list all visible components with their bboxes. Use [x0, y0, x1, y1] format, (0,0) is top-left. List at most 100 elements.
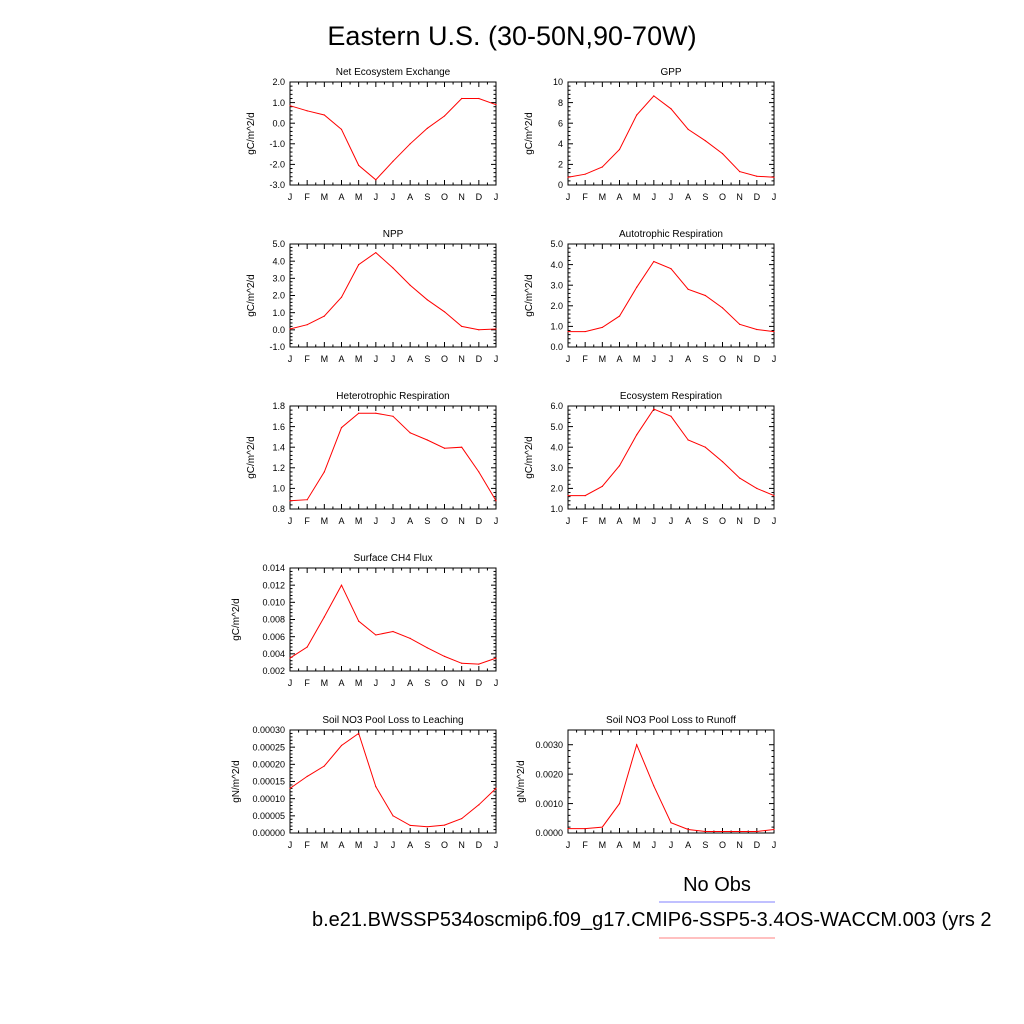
y-axis-label: gC/m^2/d [246, 274, 257, 317]
x-tick-label: M [355, 354, 363, 364]
data-point [584, 330, 586, 333]
y-tick-label: 4.0 [550, 442, 563, 452]
x-tick-label: S [702, 840, 708, 850]
x-tick-label: O [441, 678, 448, 688]
y-tick-label: 0.00010 [252, 794, 285, 804]
data-point [426, 826, 428, 828]
series-line [568, 408, 775, 497]
x-tick-label: J [652, 516, 657, 526]
data-point [636, 286, 638, 288]
data-point [375, 786, 377, 788]
data-point [601, 326, 603, 329]
y-axis-label: gC/m^2/d [524, 112, 535, 155]
x-tick-label: N [458, 840, 465, 850]
x-tick-label: M [599, 840, 607, 850]
x-tick-label: J [652, 354, 657, 364]
data-point [704, 830, 706, 833]
y-tick-label: 1.0 [272, 484, 285, 494]
y-tick-label: 1.0 [550, 504, 563, 514]
x-tick-label: A [407, 192, 413, 202]
x-tick-label: F [582, 192, 588, 202]
data-point [495, 657, 497, 659]
x-tick-label: J [494, 678, 499, 688]
panel-title: NPP [383, 229, 404, 240]
x-tick-label: J [391, 516, 396, 526]
y-tick-label: 1.6 [272, 422, 285, 432]
x-tick-label: J [652, 840, 657, 850]
data-point [495, 500, 497, 502]
x-tick-label: M [355, 516, 363, 526]
y-tick-label: 3.0 [550, 280, 563, 290]
x-tick-label: D [476, 354, 483, 364]
x-tick-label: M [633, 354, 641, 364]
data-point [670, 108, 672, 110]
y-axis-label: gC/m^2/d [524, 436, 535, 479]
y-tick-label: 6.0 [550, 401, 563, 411]
plot-frame [567, 81, 775, 186]
y-tick-label: -2.0 [269, 160, 285, 170]
data-point [443, 824, 446, 826]
data-point [443, 655, 446, 658]
x-tick-label: J [494, 516, 499, 526]
data-point [323, 315, 325, 317]
data-point [289, 105, 291, 107]
panel-title: Soil NO3 Pool Loss to Runoff [606, 715, 736, 726]
data-point [478, 329, 480, 331]
data-point [306, 775, 308, 777]
x-tick-label: J [494, 840, 499, 850]
data-point [426, 439, 428, 441]
y-tick-label: 0.00020 [252, 760, 285, 770]
y-tick-label: 0.004 [262, 649, 285, 659]
data-point [340, 584, 343, 586]
data-point [653, 95, 655, 97]
x-tick-label: J [566, 840, 571, 850]
data-point [739, 323, 741, 325]
x-tick-label: A [616, 516, 622, 526]
y-tick-label: 6 [558, 118, 563, 128]
data-point [721, 830, 724, 833]
x-tick-label: A [685, 516, 691, 526]
x-tick-label: J [566, 192, 571, 202]
x-tick-label: J [391, 840, 396, 850]
x-tick-label: A [407, 516, 413, 526]
x-tick-label: O [441, 516, 448, 526]
x-tick-label: N [458, 354, 465, 364]
plot-frame [567, 729, 775, 834]
x-tick-label: O [719, 192, 726, 202]
x-tick-label: A [407, 354, 413, 364]
data-point [443, 447, 446, 449]
x-tick-label: A [407, 840, 413, 850]
series-line [289, 584, 497, 665]
x-tick-label: A [338, 516, 344, 526]
y-tick-label: 2.0 [550, 484, 563, 494]
x-tick-label: J [772, 354, 777, 364]
x-tick-label: A [338, 354, 344, 364]
legend: No Obs b.e21.BWSSP534oscmip6.f09_g17.CMI… [312, 874, 992, 939]
x-tick-label: J [374, 192, 379, 202]
data-point [739, 171, 741, 173]
data-point [461, 446, 463, 448]
x-tick-label: D [476, 678, 483, 688]
data-point [323, 114, 325, 116]
plot-frame [567, 243, 775, 348]
x-tick-label: N [458, 192, 465, 202]
plot-frame [289, 567, 497, 672]
series-line [289, 251, 497, 331]
data-point [323, 616, 325, 618]
y-tick-label: 1.4 [272, 442, 285, 452]
x-tick-label: J [374, 516, 379, 526]
data-point [478, 804, 480, 806]
x-tick-label: F [304, 354, 310, 364]
y-tick-label: 4 [558, 139, 563, 149]
data-point [478, 97, 480, 100]
y-tick-label: 0 [558, 180, 563, 190]
data-point [670, 415, 672, 417]
y-tick-label: 0.006 [262, 632, 285, 642]
data-point [756, 175, 758, 177]
data-point [773, 495, 775, 497]
y-axis-label: gC/m^2/d [231, 598, 242, 641]
x-tick-label: M [355, 192, 363, 202]
